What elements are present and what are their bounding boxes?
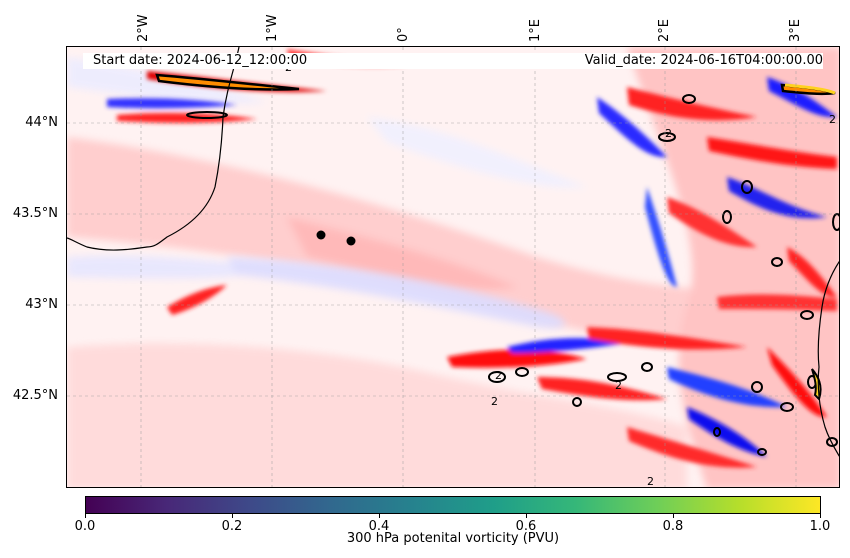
colorbar-tick-mark [673,514,674,518]
lat-label-43n: 43°N [25,297,58,312]
lat-label-43-5n: 43.5°N [12,206,58,221]
coastline [67,47,839,457]
contour-label: 2 [491,395,498,408]
lon-label-3e: 3°E [788,19,803,42]
lon-label-0: 0° [396,27,411,42]
contour-label: 2 [495,369,502,382]
location-marker [346,236,356,246]
colorbar-tick-mark [379,514,380,518]
colorbar-tick-mark [232,514,233,518]
potential-vorticity-field [67,47,839,487]
colorbar-tick-mark [526,514,527,518]
lon-label-1w: 1°W [265,14,280,42]
location-marker [316,230,326,240]
lat-label-42-5n: 42.5°N [12,388,58,403]
valid-date-text: Valid_date: 2024-06-16T04:00:00.00 [584,53,823,68]
contour-label: 2 [829,113,836,126]
contour-label: 2 [615,379,622,392]
lon-label-2e: 2°E [657,19,672,42]
colorbar-tick-mark [85,514,86,518]
lon-label-2w: 2°W [136,14,151,42]
info-strip: Start date: 2024-06-12_12:00:00 Valid_da… [83,53,823,69]
colorbar-tick-label: 0.2 [221,519,243,534]
colorbar-label: 300 hPa potenital vorticity (PVU) [346,531,560,546]
colorbar-tick-label: 0.6 [515,519,537,534]
lon-label-1e: 1°E [528,19,543,42]
colorbar-tick-label: 0.0 [74,519,96,534]
lat-label-44n: 44°N [25,115,58,130]
contour-label: 2 [665,127,672,140]
colorbar-tick-label: 0.8 [662,519,684,534]
colorbar-tick-label: 1.0 [809,519,831,534]
map-panel: 2 2 2 2 2 2 2 Start date: 2024-06-12_12:… [66,46,840,488]
colorbar-tick-mark [820,514,821,518]
start-date-text: Start date: 2024-06-12_12:00:00 [93,53,308,68]
colorbar [85,496,821,514]
colorbar-tick-label: 0.4 [368,519,390,534]
contour-label: 2 [647,475,654,488]
